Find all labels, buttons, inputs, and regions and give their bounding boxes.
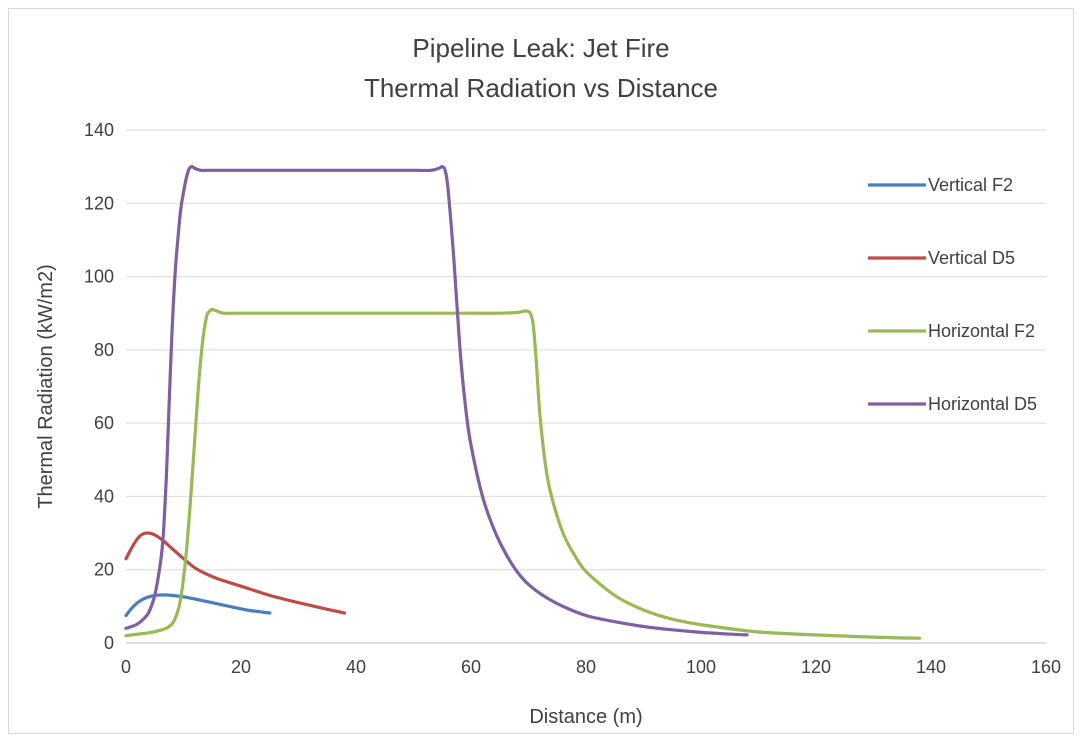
y-tick-label: 80 xyxy=(94,340,114,360)
y-tick-label: 60 xyxy=(94,413,114,433)
x-axis-ticks: 0 20 40 60 80 100 120 140 160 xyxy=(121,657,1061,677)
y-tick-label: 120 xyxy=(84,193,114,213)
y-tick-label: 140 xyxy=(84,120,114,140)
x-tick-label: 60 xyxy=(461,657,481,677)
legend-label: Vertical D5 xyxy=(928,248,1015,268)
x-tick-label: 20 xyxy=(231,657,251,677)
x-tick-label: 100 xyxy=(686,657,716,677)
legend-label: Vertical F2 xyxy=(928,175,1013,195)
gridlines xyxy=(126,129,1046,644)
series-line-1 xyxy=(124,593,272,618)
y-axis-ticks: 0 20 40 60 80 100 120 140 xyxy=(84,120,114,653)
x-tick-label: 40 xyxy=(346,657,366,677)
y-tick-label: 20 xyxy=(94,560,114,580)
x-tick-label: 0 xyxy=(121,657,131,677)
chart-subtitle: Thermal Radiation vs Distance xyxy=(363,73,719,103)
y-axis-label: Thermal Radiation (kW/m2) xyxy=(35,264,57,509)
x-tick-label: 80 xyxy=(576,657,596,677)
chart-title: Pipeline Leak: Jet Fire xyxy=(412,33,670,63)
series-lines xyxy=(124,164,922,640)
legend-label: Horizontal F2 xyxy=(928,321,1035,341)
chart-frame xyxy=(8,8,1074,734)
x-axis-label: Distance (m) xyxy=(529,706,642,728)
y-tick-label: 0 xyxy=(104,633,114,653)
legend: Vertical F2 Vertical D5 Horizontal F2 Horiz… xyxy=(868,175,1037,414)
x-tick-label: 140 xyxy=(916,657,946,677)
series-line-3 xyxy=(124,308,922,640)
series-line-2 xyxy=(124,531,347,615)
y-tick-label: 40 xyxy=(94,486,114,506)
x-tick-label: 120 xyxy=(801,657,831,677)
legend-label: Horizontal D5 xyxy=(928,394,1037,414)
x-tick-label: 160 xyxy=(1031,657,1061,677)
y-tick-label: 100 xyxy=(84,267,114,287)
series-line-4 xyxy=(124,164,749,637)
